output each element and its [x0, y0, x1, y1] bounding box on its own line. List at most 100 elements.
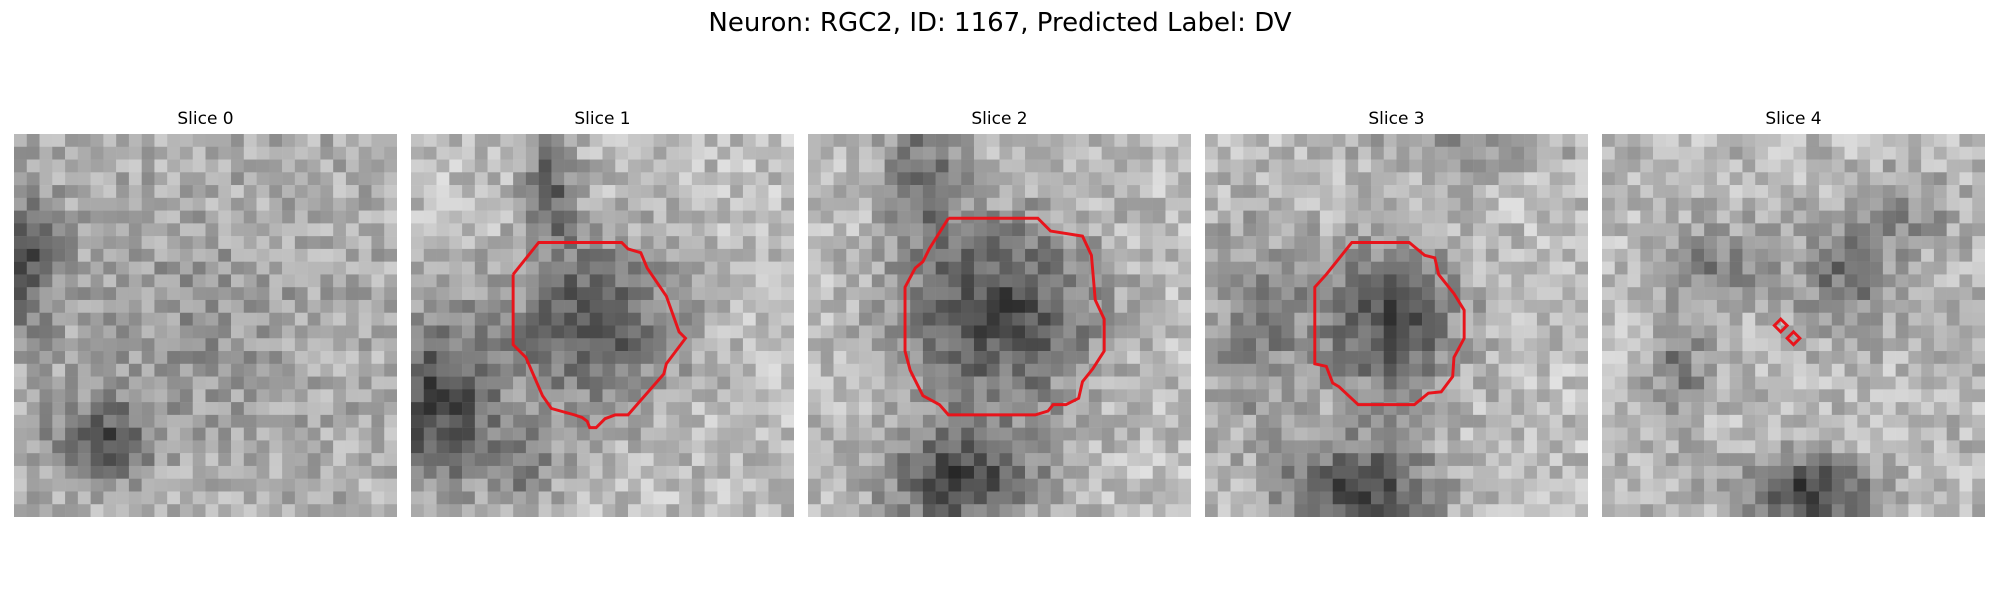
pixel: [154, 274, 168, 288]
pixel: [500, 504, 514, 517]
pixel: [1434, 299, 1448, 313]
pixel: [1498, 248, 1512, 262]
pixel: [1882, 376, 1896, 390]
pixel: [717, 504, 731, 517]
pixel: [859, 197, 873, 211]
pixel: [282, 440, 296, 454]
pixel: [742, 146, 756, 160]
pixel: [1653, 402, 1667, 416]
pixel: [640, 312, 654, 326]
pixel: [1025, 427, 1039, 441]
pixel: [589, 402, 603, 416]
pixel: [1627, 427, 1641, 441]
pixel: [371, 248, 385, 262]
pixel: [1088, 236, 1102, 250]
pixel: [999, 363, 1013, 377]
pixel: [1268, 134, 1282, 148]
pixel: [1640, 185, 1654, 199]
pixel: [1256, 376, 1270, 390]
pixel: [1422, 363, 1436, 377]
pixel: [1793, 414, 1807, 428]
pixel: [564, 197, 578, 211]
pixel: [1831, 299, 1845, 313]
pixel: [205, 172, 219, 186]
pixel: [871, 402, 885, 416]
pixel: [961, 389, 975, 403]
pixel: [999, 287, 1013, 301]
pixel: [1653, 453, 1667, 467]
pixel: [1831, 465, 1845, 479]
pixel: [411, 299, 425, 313]
pixel: [1319, 248, 1333, 262]
pixel: [231, 414, 245, 428]
pixel: [1704, 478, 1718, 492]
pixel: [1562, 363, 1576, 377]
pixel: [742, 389, 756, 403]
pixel: [294, 223, 308, 237]
pixel: [1704, 351, 1718, 365]
pixel: [1908, 159, 1922, 173]
pixel: [602, 465, 616, 479]
pixel: [1780, 197, 1794, 211]
pixel: [1536, 146, 1550, 160]
pixel: [1370, 504, 1384, 517]
pixel: [231, 504, 245, 517]
pixel: [679, 414, 693, 428]
pixel: [1422, 453, 1436, 467]
pixel: [1575, 223, 1588, 237]
pixel: [1050, 248, 1064, 262]
pixel: [691, 197, 705, 211]
pixel: [1704, 197, 1718, 211]
pixel: [1114, 363, 1128, 377]
pixel: [294, 172, 308, 186]
pixel: [333, 146, 347, 160]
pixel: [1114, 134, 1128, 148]
pixel: [1895, 299, 1909, 313]
pixel: [371, 134, 385, 148]
pixel: [1332, 172, 1346, 186]
pixel: [1882, 351, 1896, 365]
pixel: [1665, 185, 1679, 199]
pixel: [1755, 414, 1769, 428]
pixel: [1549, 299, 1563, 313]
pixel: [1473, 261, 1487, 275]
pixel: [282, 197, 296, 211]
pixel: [1396, 223, 1410, 237]
pixel: [1165, 236, 1179, 250]
pixel: [961, 261, 975, 275]
pixel: [1243, 325, 1257, 339]
pixel: [922, 427, 936, 441]
pixel: [1025, 389, 1039, 403]
pixel: [935, 338, 949, 352]
pixel: [320, 504, 334, 517]
pixel: [487, 402, 501, 416]
pixel: [922, 440, 936, 454]
pixel: [1012, 172, 1026, 186]
pixel: [602, 312, 616, 326]
pixel: [26, 197, 40, 211]
pixel: [1780, 299, 1794, 313]
pixel: [653, 504, 667, 517]
pixel: [1256, 210, 1270, 224]
pixel: [922, 134, 936, 148]
pixel: [77, 478, 91, 492]
pixel: [628, 146, 642, 160]
pixel: [1793, 274, 1807, 288]
pixel: [948, 491, 962, 505]
pixel: [282, 299, 296, 313]
pixel: [1602, 159, 1616, 173]
pixel: [640, 491, 654, 505]
pixel: [973, 427, 987, 441]
pixel: [1933, 287, 1947, 301]
pixel: [487, 376, 501, 390]
pixel: [1319, 414, 1333, 428]
pixel: [1665, 363, 1679, 377]
pixel: [1114, 299, 1128, 313]
pixel: [487, 223, 501, 237]
pixel: [116, 491, 130, 505]
pixel: [1307, 159, 1321, 173]
pixel: [1050, 312, 1064, 326]
pixel: [1665, 236, 1679, 250]
pixel: [1908, 325, 1922, 339]
pixel: [1409, 261, 1423, 275]
